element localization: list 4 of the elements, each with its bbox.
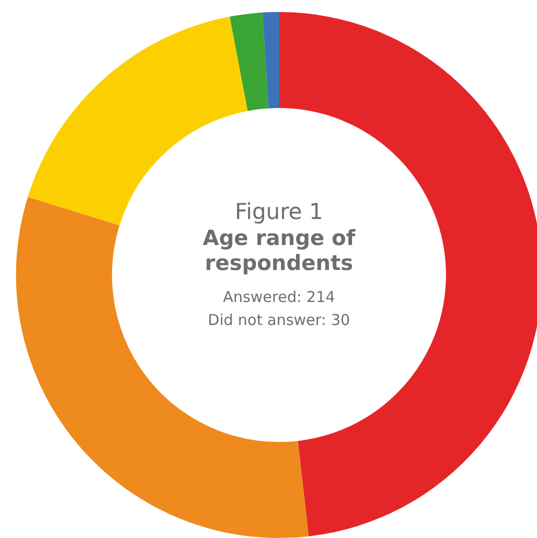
- text: Answered: 214: [222, 287, 336, 308]
- text: Figure 1: [234, 200, 324, 226]
- text: Age range of respondents: [202, 226, 356, 276]
- text: Did not answer: 30: [206, 310, 352, 331]
